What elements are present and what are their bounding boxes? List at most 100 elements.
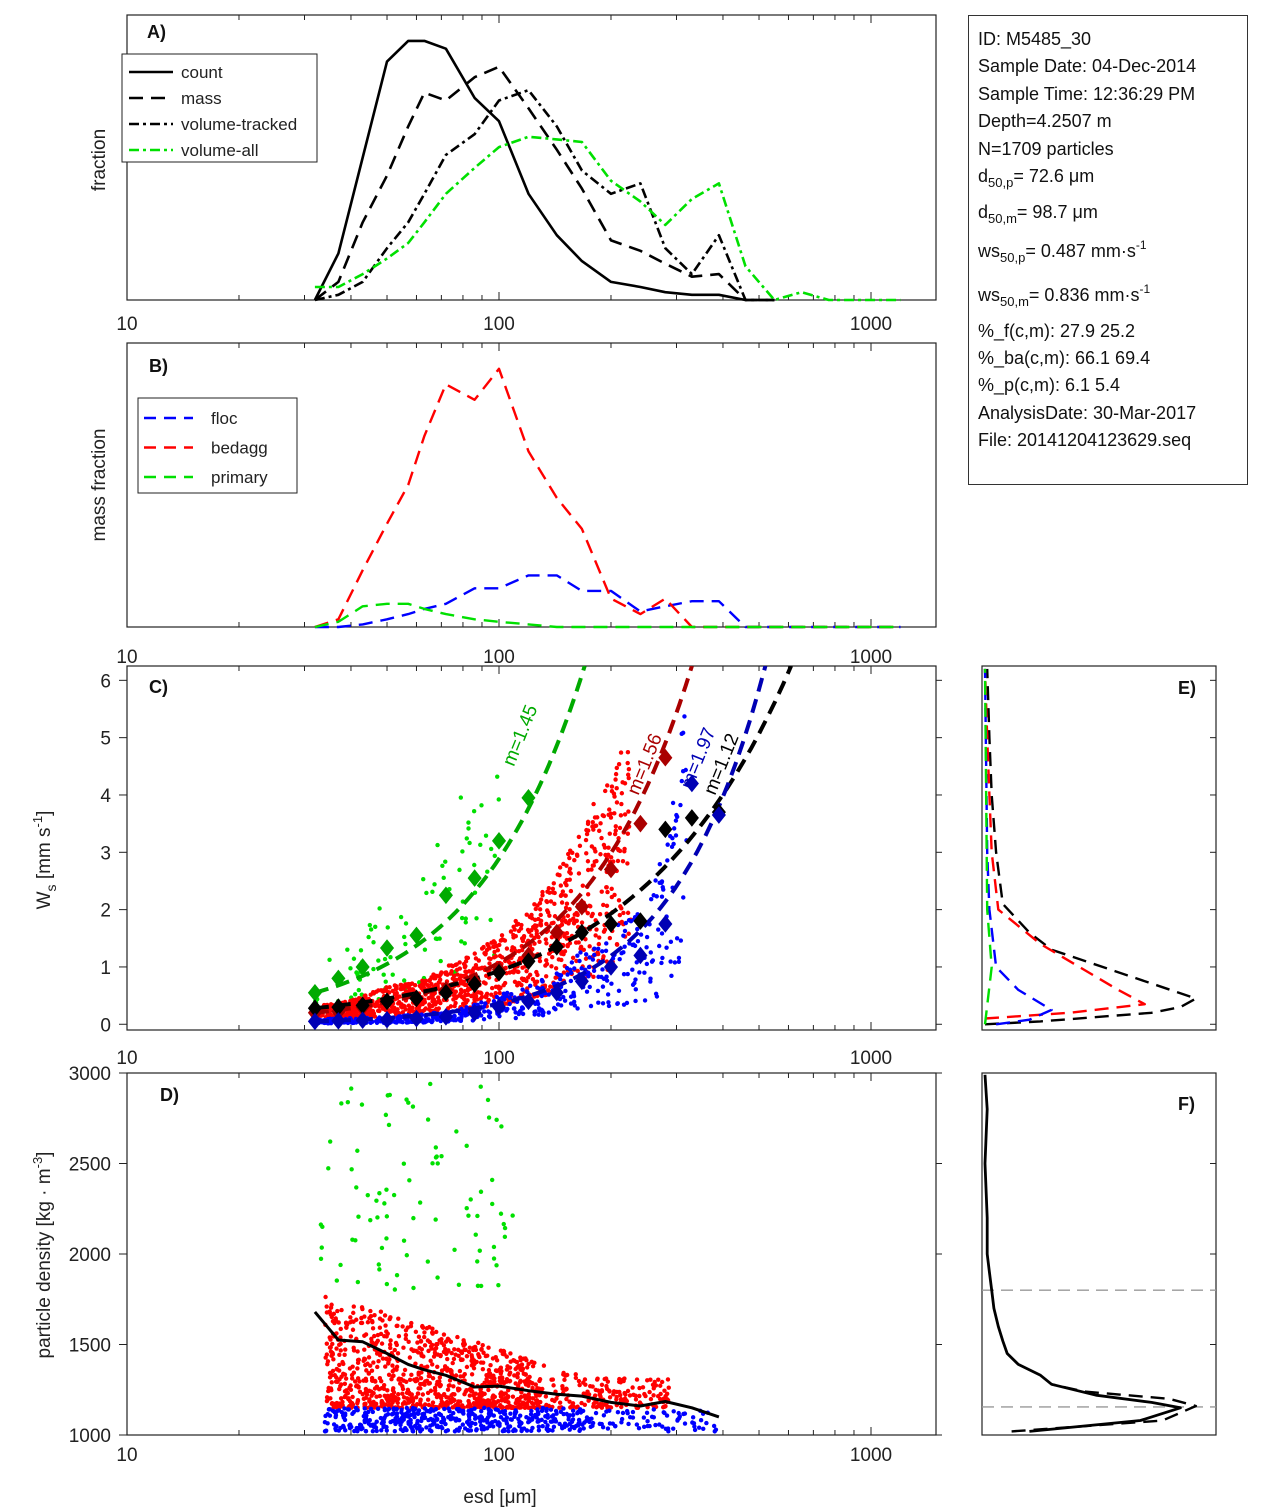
data-point-bedagg — [540, 893, 545, 898]
data-point-floc — [498, 1414, 504, 1420]
data-point-primary — [374, 1198, 379, 1203]
data-point-floc — [535, 1419, 540, 1424]
data-point-floc — [459, 1015, 464, 1020]
data-point-bedagg — [324, 1304, 329, 1309]
data-point-bedagg — [604, 903, 610, 909]
data-point-bedagg — [552, 901, 557, 907]
data-point-floc — [430, 1422, 435, 1427]
median-marker-bedagg — [574, 897, 589, 916]
data-point-bedagg — [571, 920, 577, 925]
data-point-floc — [572, 1424, 577, 1430]
data-point-floc — [619, 950, 624, 956]
data-point-floc — [520, 1011, 526, 1017]
data-point-floc — [605, 992, 611, 997]
data-point-bedagg — [618, 750, 624, 755]
data-point-bedagg — [559, 957, 564, 963]
data-point-bedagg — [567, 1399, 572, 1404]
data-point-floc — [545, 1412, 550, 1418]
data-point-floc — [393, 1417, 398, 1423]
data-point-bedagg — [564, 930, 570, 936]
data-point-floc — [452, 1013, 457, 1019]
data-point-bedagg — [338, 1382, 344, 1387]
data-point-bedagg — [614, 765, 620, 771]
data-point-bedagg — [398, 986, 404, 992]
data-point-bedagg — [433, 976, 438, 981]
median-marker-all — [491, 963, 507, 982]
data-point-floc — [479, 1426, 484, 1432]
data-point-bedagg — [342, 1372, 348, 1377]
data-point-bedagg — [387, 985, 392, 990]
data-point-bedagg — [446, 963, 452, 968]
x-tick-label: 100 — [483, 1445, 515, 1466]
data-point-bedagg — [511, 946, 517, 951]
data-point-primary — [457, 867, 462, 873]
data-point-bedagg — [567, 855, 572, 861]
data-point-bedagg — [384, 1356, 389, 1362]
median-marker-floc — [331, 1012, 346, 1030]
data-point-floc — [575, 1006, 580, 1011]
data-point-bedagg — [620, 858, 626, 864]
data-point-bedagg — [454, 967, 460, 972]
data-point-floc — [604, 978, 610, 983]
data-point-bedagg — [665, 1377, 671, 1382]
data-point-bedagg — [536, 916, 541, 922]
series-line-volume-all — [314, 135, 901, 302]
data-point-primary — [488, 846, 494, 852]
data-point-bedagg — [550, 886, 556, 892]
data-point-bedagg — [487, 1401, 492, 1406]
data-point-bedagg — [476, 1340, 481, 1346]
data-point-floc — [583, 952, 589, 957]
data-point-bedagg — [327, 1309, 332, 1314]
data-point-floc — [577, 958, 582, 964]
data-point-primary — [483, 833, 489, 838]
data-point-floc — [625, 1410, 630, 1416]
data-point-primary — [383, 1112, 389, 1118]
data-point-bedagg — [472, 1396, 478, 1401]
data-point-bedagg — [597, 912, 603, 917]
data-point-floc — [487, 1010, 493, 1015]
data-point-bedagg — [613, 824, 618, 829]
data-point-floc — [657, 861, 663, 867]
data-point-bedagg — [469, 1353, 474, 1358]
data-point-floc — [457, 1408, 463, 1413]
data-point-bedagg — [473, 1391, 478, 1396]
data-point-bedagg — [380, 1318, 385, 1323]
data-point-primary — [456, 1282, 462, 1287]
data-point-floc — [495, 1407, 501, 1413]
data-point-bedagg — [497, 1378, 503, 1384]
data-point-floc — [561, 1411, 566, 1417]
data-point-floc — [600, 1001, 606, 1006]
data-point-bedagg — [497, 953, 503, 959]
data-point-floc — [584, 989, 590, 994]
data-point-bedagg — [360, 1392, 365, 1397]
data-point-bedagg — [576, 871, 582, 876]
data-point-bedagg — [375, 1008, 381, 1014]
median-marker-bedagg — [633, 814, 648, 833]
series-line-primary — [983, 668, 993, 1025]
data-point-floc — [341, 1425, 346, 1430]
data-point-floc — [596, 974, 601, 980]
data-point-floc — [389, 1412, 395, 1417]
data-point-bedagg — [544, 958, 549, 963]
data-point-bedagg — [336, 1401, 342, 1406]
data-point-bedagg — [515, 969, 520, 974]
data-point-floc — [630, 982, 636, 987]
data-point-primary — [390, 972, 395, 977]
data-point-bedagg — [472, 990, 477, 996]
data-point-floc — [668, 939, 674, 945]
data-point-floc — [566, 1417, 571, 1422]
data-point-bedagg — [458, 1357, 464, 1362]
data-point-bedagg — [330, 1319, 336, 1324]
data-point-bedagg — [386, 1372, 392, 1377]
data-point-bedagg — [601, 954, 606, 959]
data-point-primary — [510, 1213, 515, 1218]
data-point-bedagg — [517, 1380, 523, 1385]
data-point-bedagg — [607, 831, 612, 836]
data-point-floc — [536, 1012, 541, 1017]
data-point-bedagg — [433, 1345, 439, 1351]
data-point-floc — [645, 1419, 650, 1424]
data-point-bedagg — [464, 982, 469, 988]
data-point-floc — [328, 1020, 334, 1026]
data-point-floc — [676, 955, 682, 961]
data-point-bedagg — [449, 969, 454, 974]
